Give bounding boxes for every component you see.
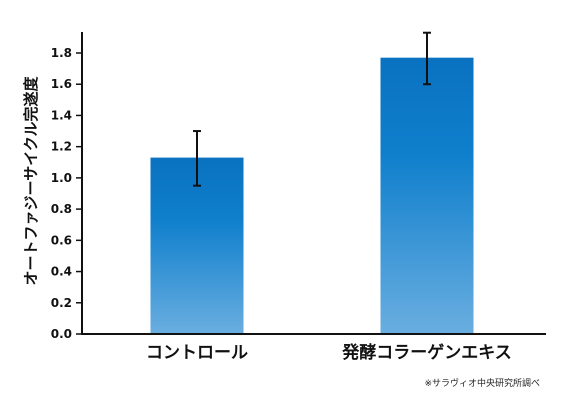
y-axis-label: オートファジーサイクル完遂度 [22,76,40,286]
y-tick-label: 0.6 [51,233,72,247]
y-tick-label: 1.4 [51,108,72,122]
y-tick-label: 0.2 [51,296,72,310]
bar-fermented-collagen [380,57,474,334]
error-bar [423,31,431,86]
error-bar [193,130,201,187]
bars-group [150,57,474,334]
y-ticks-group: 0.0 0.2 0.4 0.6 0.8 1.0 1.2 1.4 1.6 1.8 [51,46,82,341]
x-labels-group: コントロール 発酵コラーゲンエキス [146,342,512,363]
y-tick-label: 0.0 [51,327,72,341]
y-tick-label: 0.4 [51,265,72,279]
y-tick-label: 1.2 [51,140,72,154]
x-category-label: 発酵コラーゲンエキス [341,342,512,363]
y-tick-label: 1.0 [51,171,72,185]
y-tick-label: 1.8 [51,46,72,60]
footnote: ※サラヴィオ中央研究所調べ [424,377,540,389]
x-category-label: コントロール [146,343,248,363]
y-tick-label: 1.6 [51,77,72,91]
errorbars-group [193,31,431,187]
bar-control [150,157,244,334]
y-tick-label: 0.8 [51,202,72,216]
